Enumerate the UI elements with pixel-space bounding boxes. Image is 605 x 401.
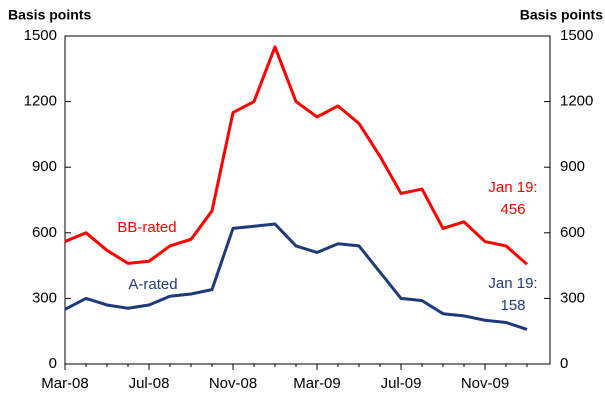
x-tick-label: Jul-09 — [381, 375, 422, 392]
series-line — [64, 45, 528, 266]
y-tick-label: 1200 — [24, 93, 57, 110]
y2-tick-label: 600 — [560, 224, 585, 241]
y2-tick-label: 300 — [560, 289, 585, 306]
y2-axis-title: Basis points — [520, 7, 603, 23]
y2-tick-label: 1200 — [560, 93, 593, 110]
annotation: Jan 19: — [488, 275, 537, 292]
y-axis-title: Basis points — [8, 7, 91, 23]
y2-tick-label: 0 — [560, 355, 568, 372]
series-line — [64, 222, 528, 331]
y-tick-label: 0 — [49, 355, 57, 372]
plot-frame — [64, 35, 551, 365]
annotation: 158 — [500, 297, 525, 314]
x-tick-label: Nov-09 — [461, 375, 509, 392]
annotation: Jan 19: — [488, 179, 537, 196]
y-tick-label: 1500 — [24, 27, 57, 44]
x-tick-label: Mar-09 — [293, 375, 341, 392]
y2-tick-label: 900 — [560, 158, 585, 175]
x-tick-label: Jul-08 — [129, 375, 170, 392]
series-label: BB-rated — [117, 219, 176, 236]
y2-tick-label: 1500 — [560, 27, 593, 44]
series-label: A-rated — [128, 276, 177, 293]
x-tick-label: Mar-08 — [41, 375, 89, 392]
annotation: 456 — [500, 201, 525, 218]
y-tick-label: 300 — [32, 289, 57, 306]
y-tick-label: 900 — [32, 158, 57, 175]
y-tick-label: 600 — [32, 224, 57, 241]
x-tick-label: Nov-08 — [209, 375, 257, 392]
